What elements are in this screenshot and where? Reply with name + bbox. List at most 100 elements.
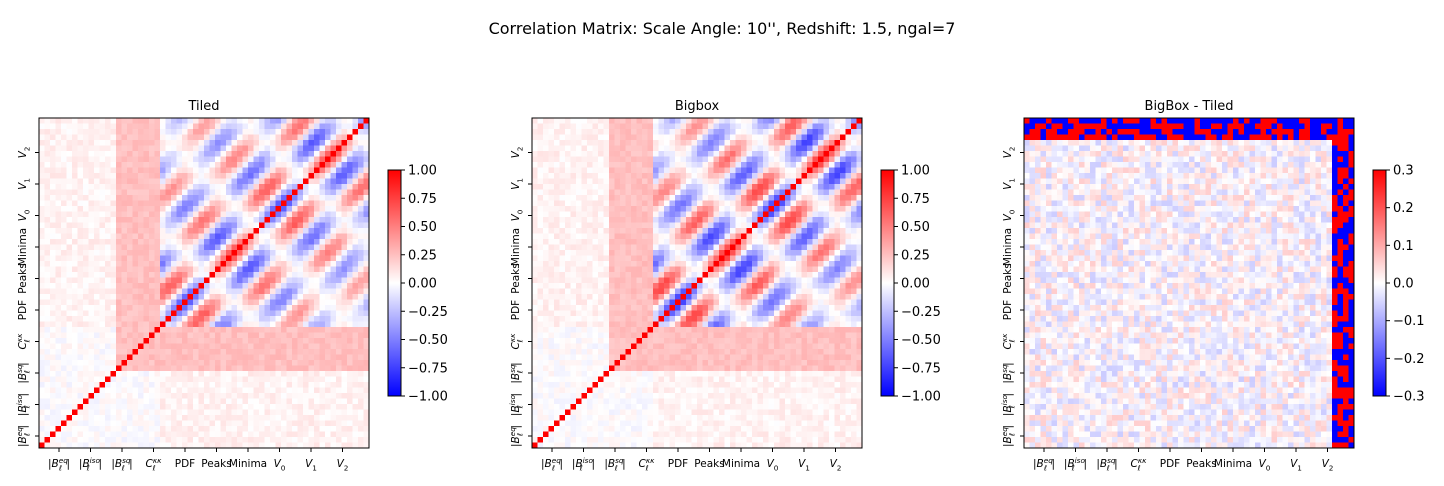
heatmap-cell [253,134,260,141]
heatmap-cell [303,294,309,300]
heatmap-cell [363,272,370,278]
heatmap-cell [347,321,353,328]
heatmap-cell [292,167,298,174]
heatmap-cell [358,393,364,399]
heatmap-cell [160,266,166,273]
heatmap-cell [242,156,249,163]
heatmap-cell [209,305,216,311]
heatmap-cell [352,239,359,245]
heatmap-cell [127,145,133,152]
heatmap-cell [94,222,100,229]
heatmap-cell [790,123,797,130]
heatmap-cell [270,382,276,388]
heatmap-cell [581,118,588,124]
heatmap-cell [39,332,45,339]
heatmap-cell [242,255,249,262]
heatmap-cell [358,371,364,377]
heatmap-cell [110,140,117,146]
heatmap-cell [154,140,161,146]
colorbar-tick-label: 0.25 [408,248,437,263]
heatmap-cell [171,442,177,449]
heatmap-cell [308,283,315,289]
heatmap-cell [105,195,111,201]
heatmap-cell [818,228,824,234]
heatmap-cell [55,233,62,240]
heatmap-cell [193,316,199,322]
heatmap-cell [532,217,538,223]
heatmap-cell [105,426,111,432]
heatmap-cell [88,437,95,443]
heatmap-cell [204,272,210,278]
heatmap-cell [110,266,117,273]
heatmap-cell [50,272,56,278]
heatmap-cell [790,173,797,179]
heatmap-cell [768,233,775,240]
heatmap-cell [631,233,637,240]
heatmap-cell [116,437,122,443]
heatmap-cell [653,167,659,174]
heatmap-cell [253,409,260,416]
heatmap-cell [653,118,659,124]
heatmap-cell [752,167,758,174]
heatmap-cell [209,415,216,421]
heatmap-cell [55,387,62,394]
heatmap-cell [352,426,359,432]
heatmap-cell [154,173,161,179]
heatmap-cell [193,415,199,421]
heatmap-cell [259,393,265,399]
heatmap-cell [774,129,780,135]
heatmap-cell [198,288,205,295]
heatmap-cell [281,272,287,278]
heatmap-cell [39,354,45,361]
heatmap-cell [554,206,560,212]
heatmap-cell [719,184,725,190]
heatmap-cell [341,426,348,432]
heatmap-cell [297,442,304,449]
heatmap-cell [182,145,188,152]
heatmap-cell [209,437,216,443]
heatmap-cell [55,294,62,300]
heatmap-cell [664,217,670,223]
heatmap-cell [330,343,337,350]
heatmap-cell [149,261,155,267]
heatmap-cell [72,217,78,223]
heatmap-cell [187,145,194,152]
heatmap-cell [851,228,857,234]
heatmap-cell [116,145,122,152]
heatmap-cell [741,151,747,157]
heatmap-cell [325,354,331,361]
heatmap-cell [165,349,172,355]
heatmap-cell [286,272,293,278]
heatmap-cell [138,189,144,196]
heatmap-cell [275,189,282,196]
heatmap-cell [851,211,857,218]
heatmap-cell [319,178,326,185]
heatmap-cell [198,189,205,196]
heatmap-cell [138,211,144,218]
heatmap-cell [609,211,615,218]
heatmap-cell [801,167,808,174]
heatmap-cell [358,382,364,388]
heatmap-cell [303,261,309,267]
heatmap-cell [94,437,100,443]
heatmap-cell [363,365,370,372]
heatmap-cell [358,233,364,240]
heatmap-cell [730,156,736,163]
heatmap-cell [165,310,172,317]
heatmap-cell [319,134,326,141]
heatmap-cell [347,123,353,130]
heatmap-cell [237,327,243,333]
heatmap-cell [297,178,304,185]
heatmap-cell [336,398,342,405]
heatmap-cell [39,349,45,355]
heatmap-cell [768,200,775,207]
heatmap-cell [570,195,577,201]
heatmap-cell [812,189,819,196]
heatmap-cell [275,272,282,278]
heatmap-cell [66,349,73,355]
heatmap-cell [259,371,265,377]
heatmap-cell [286,371,293,377]
heatmap-cell [226,156,232,163]
heatmap-cell [325,305,331,311]
heatmap-cell [105,316,111,322]
